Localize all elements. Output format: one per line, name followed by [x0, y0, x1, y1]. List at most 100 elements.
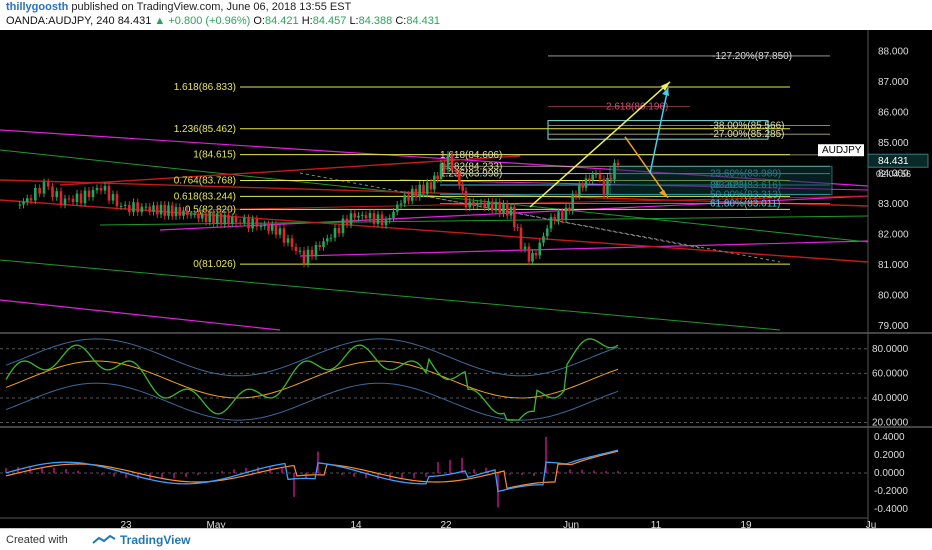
indicator2-tick-label: 0.0000 [874, 468, 905, 479]
candle-body [407, 194, 410, 201]
high-value: 84.457 [312, 15, 347, 27]
candle-body [310, 249, 314, 257]
candle-body [128, 204, 131, 213]
indicator1-tick-label: 60.0000 [872, 368, 909, 379]
candle-body [274, 224, 278, 235]
candle-body [581, 184, 584, 188]
candlestick [294, 243, 298, 255]
tradingview-brand[interactable]: TradingView [120, 533, 191, 547]
candle-body [557, 211, 560, 221]
candle-body [51, 186, 54, 198]
published-text: published on TradingView.com, June 06, 2… [71, 1, 352, 13]
candlestick [368, 209, 372, 222]
candlestick [159, 201, 163, 218]
candlestick [140, 203, 144, 216]
candle-body [433, 175, 436, 190]
candlestick [606, 174, 609, 199]
candle-body [534, 252, 538, 256]
candle-body [18, 204, 22, 206]
candlestick [519, 223, 523, 253]
open-value: 84.421 [265, 15, 299, 27]
fib-level-label: 0.764(83.768) [174, 175, 236, 186]
time-tick-label: May [207, 520, 226, 528]
candlestick [55, 187, 59, 201]
candle-body [103, 186, 107, 191]
candlestick [527, 242, 531, 266]
candle-body [174, 207, 178, 217]
candle-body [282, 228, 286, 243]
candle-body [22, 201, 25, 205]
candlestick [450, 150, 454, 174]
candle-body [483, 202, 487, 208]
candlestick [174, 203, 178, 220]
candle-body [259, 226, 263, 228]
candle-body [170, 205, 174, 217]
candlestick [227, 211, 230, 228]
candlestick [95, 184, 99, 194]
candle-body [182, 210, 185, 216]
candlestick [34, 184, 37, 205]
candle-body [234, 217, 238, 223]
candlestick [439, 160, 443, 183]
candle-body [380, 214, 384, 226]
fib-level-label: 0(81.026) [193, 259, 236, 270]
candle-body [298, 250, 302, 252]
candle-body [464, 190, 468, 208]
indicator1-tick-label: 40.0000 [872, 393, 909, 404]
candle-body [538, 242, 542, 256]
candlestick [578, 180, 581, 200]
candle-body [208, 212, 212, 223]
candlestick [46, 178, 50, 191]
candle-body [429, 182, 433, 190]
candle-body [439, 163, 443, 180]
candlestick [384, 216, 388, 229]
candlestick [341, 214, 345, 237]
trend-line [59, 155, 521, 186]
candlestick [429, 178, 433, 194]
fib-level-label: 0.618(83.244) [174, 191, 236, 202]
candle-body [519, 227, 523, 249]
created-with-text: Created with [6, 534, 68, 546]
candle-body [136, 202, 139, 213]
candle-body [364, 215, 368, 219]
candlestick [193, 210, 197, 219]
candlestick [107, 182, 111, 205]
candlestick [152, 201, 155, 216]
macd-signal-line [5, 450, 619, 490]
candle-body [443, 163, 446, 170]
fib-level-label: 1(84.615) [193, 150, 236, 161]
candle-body [609, 177, 613, 180]
close-value: 84.431 [406, 15, 440, 27]
candle-body [458, 171, 461, 186]
candle-body [306, 249, 310, 264]
candlestick [584, 174, 588, 192]
candle-body [59, 191, 63, 205]
candlestick [123, 201, 127, 210]
bollinger-lower [5, 382, 619, 421]
candle-body [333, 228, 337, 238]
chart-canvas[interactable]: 88.000 87.000 86.000 85.000 84.000 83.000 82.0… [0, 30, 932, 528]
candle-body [193, 214, 197, 216]
candlestick [178, 203, 182, 220]
author-link[interactable]: thillygoosth [6, 1, 69, 13]
indicator2-tick-label: 0.2000 [874, 450, 905, 461]
candle-body [71, 198, 75, 203]
candlestick [29, 194, 33, 205]
candlestick [219, 209, 223, 229]
candlestick [494, 198, 498, 215]
candle-body [159, 204, 163, 215]
candlestick [91, 186, 95, 201]
candlestick [574, 190, 578, 200]
price-tick-label: 80.000 [878, 290, 909, 301]
candle-body [353, 213, 357, 218]
candle-body [189, 214, 193, 216]
candle-body [395, 204, 399, 212]
candlestick [204, 209, 208, 226]
candle-body [502, 203, 505, 214]
candlestick [215, 209, 219, 228]
candlestick [542, 232, 545, 247]
candlestick [483, 198, 487, 211]
time-tick-label: 22 [440, 520, 452, 528]
candle-body [247, 217, 250, 229]
candlestick [345, 214, 349, 229]
